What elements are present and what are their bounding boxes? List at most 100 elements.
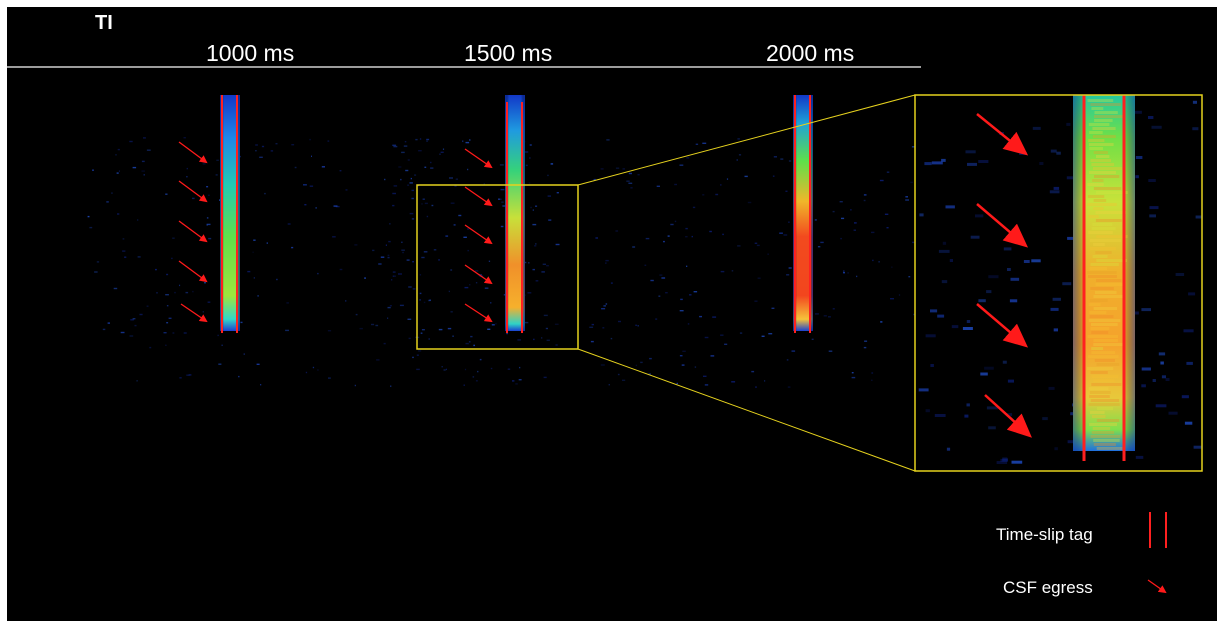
noise-speck	[207, 194, 210, 196]
zoom-egress-arrows	[976, 113, 1032, 438]
noise-speck	[817, 246, 821, 248]
noise-speck	[426, 215, 429, 218]
texture-band	[1087, 355, 1119, 358]
noise-speck	[412, 356, 414, 359]
noise-speck	[345, 300, 347, 302]
texture-band	[1091, 375, 1119, 378]
noise-speck	[630, 187, 633, 189]
noise-speck	[398, 166, 402, 168]
noise-speck	[339, 268, 343, 271]
noise-speck	[204, 282, 206, 284]
noise-speck	[724, 343, 728, 345]
noise-speck	[856, 275, 858, 278]
noise-speck	[1135, 175, 1139, 179]
noise-speck	[328, 377, 331, 379]
texture-band	[1088, 275, 1117, 278]
texture-band	[1088, 303, 1101, 306]
noise-speck	[687, 323, 690, 325]
noise-speck	[528, 182, 531, 184]
noise-speck	[1160, 361, 1164, 365]
noise-speck	[905, 196, 908, 198]
noise-speck	[622, 379, 626, 381]
signal-column-1000ms	[220, 95, 240, 333]
noise-speck	[455, 178, 458, 180]
texture-band	[1096, 279, 1122, 282]
texture-band	[1088, 319, 1121, 322]
noise-speck	[663, 240, 665, 243]
noise-speck	[864, 340, 868, 342]
noise-speck	[372, 249, 375, 252]
noise-speck	[1010, 277, 1020, 281]
noise-speck	[411, 218, 415, 220]
noise-speck	[428, 299, 431, 302]
noise-speck	[1048, 386, 1055, 390]
noise-speck	[412, 288, 416, 290]
noise-speck	[773, 156, 777, 158]
noise-speck	[590, 340, 594, 343]
noise-speck	[165, 193, 168, 195]
noise-speck	[628, 182, 633, 184]
texture-band	[1090, 327, 1110, 330]
noise-speck	[401, 241, 403, 243]
noise-speck	[134, 324, 137, 327]
noise-speck	[202, 163, 206, 165]
noise-speck	[452, 335, 454, 337]
noise-speck	[468, 341, 471, 343]
noise-speck	[285, 329, 289, 332]
zoom-connector-top	[577, 94, 916, 186]
noise-speck	[709, 230, 712, 233]
noise-speck	[886, 227, 889, 229]
noise-speck	[414, 174, 417, 176]
noise-speck	[1053, 328, 1058, 332]
noise-speck	[122, 238, 125, 240]
noise-speck	[487, 328, 491, 330]
noise-speck	[615, 230, 619, 232]
noise-speck	[754, 300, 758, 302]
noise-speck	[166, 322, 169, 324]
noise-speck	[820, 241, 824, 244]
noise-speck	[841, 217, 845, 220]
noise-speck	[703, 375, 707, 377]
noise-speck	[1062, 282, 1072, 286]
noise-speck	[141, 170, 145, 172]
noise-speck	[737, 138, 740, 140]
noise-speck	[166, 305, 169, 307]
texture-band	[1096, 259, 1127, 262]
noise-speck	[401, 151, 405, 154]
noise-speck	[541, 271, 545, 273]
noise-speck	[253, 239, 256, 241]
noise-speck	[791, 350, 796, 352]
texture-band	[1095, 251, 1112, 254]
texture-band	[1096, 191, 1128, 194]
noise-speck	[640, 361, 643, 364]
noise-speck	[475, 380, 478, 382]
noise-speck	[685, 236, 688, 238]
noise-speck	[628, 172, 632, 175]
noise-speck	[418, 350, 422, 352]
noise-speck	[402, 251, 404, 254]
noise-speck	[1056, 151, 1061, 155]
texture-band	[1092, 427, 1111, 430]
texture-band	[1087, 99, 1114, 102]
noise-speck	[674, 220, 677, 223]
noise-speck	[317, 272, 319, 275]
noise-speck	[702, 194, 705, 196]
noise-speck	[484, 287, 489, 289]
noise-speck	[467, 249, 469, 252]
noise-speck	[880, 321, 883, 323]
texture-band	[1093, 295, 1125, 298]
noise-speck	[712, 316, 717, 318]
noise-speck	[359, 327, 363, 330]
noise-speck	[704, 336, 709, 339]
noise-speck	[964, 414, 969, 418]
noise-speck	[648, 373, 651, 375]
noise-speck	[291, 246, 294, 249]
noise-speck	[1011, 460, 1023, 464]
noise-speck	[942, 241, 947, 245]
texture-band	[1089, 315, 1114, 318]
noise-speck	[385, 244, 387, 246]
noise-speck	[490, 367, 493, 370]
noise-speck	[1149, 206, 1159, 210]
noise-speck	[839, 201, 843, 203]
noise-speck	[407, 318, 412, 320]
